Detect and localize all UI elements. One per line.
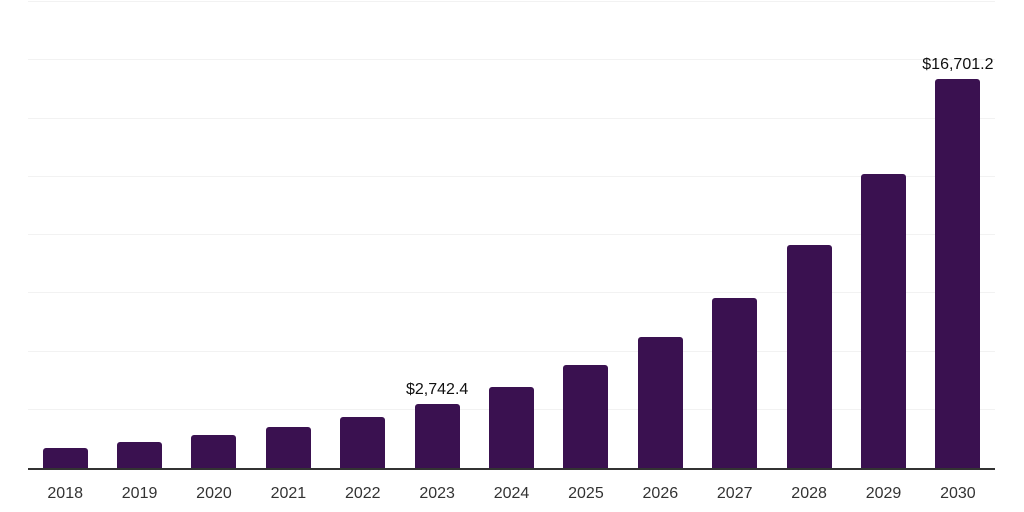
- bar-column-2025: [549, 2, 623, 468]
- x-tick-label-2028: 2028: [791, 485, 827, 502]
- bar-column-2020: [177, 2, 251, 468]
- bar-2022: [340, 417, 386, 468]
- plot-area: $2,742.4 $16,701.2: [28, 1, 995, 470]
- bar-2025: [563, 365, 609, 468]
- bar-column-2030: $16,701.2: [921, 2, 995, 468]
- bar-2029: [860, 173, 906, 468]
- bar-column-2024: [474, 2, 548, 468]
- bar-2020: [191, 435, 237, 468]
- x-tick-label-2023: 2023: [419, 485, 455, 502]
- x-tick-label-2024: 2024: [493, 485, 530, 502]
- gridline: [28, 175, 995, 177]
- x-axis-tick-labels: 2018 2019 2020 2021 2022 2023 2024 2025 2026 2027…: [28, 484, 995, 504]
- bar-column-2018: [28, 2, 102, 468]
- gridline: [28, 292, 995, 294]
- gridline: [28, 234, 995, 235]
- bar-column-2023: $2,742.4: [400, 2, 474, 468]
- x-tick-label-2019: 2019: [121, 485, 158, 502]
- x-tick-label-2022: 2022: [344, 485, 381, 502]
- x-tick-label-2026: 2026: [642, 485, 679, 502]
- x-tick-label-2025: 2025: [568, 485, 604, 502]
- bar-2019: [117, 441, 163, 468]
- bar-column-2022: [326, 2, 400, 468]
- x-tick-label-2018: 2018: [47, 485, 83, 502]
- bar-column-2029: [846, 2, 920, 468]
- bar-2021: [265, 427, 311, 468]
- gridline: [28, 350, 995, 352]
- value-label-2023: $2,742.4: [406, 381, 469, 399]
- bar-column-2019: [102, 2, 176, 468]
- bar-column-2028: [772, 2, 846, 468]
- bar-2030: [935, 78, 981, 468]
- value-label-2030: $16,701.2: [922, 55, 994, 73]
- bar-2026: [637, 336, 683, 468]
- x-tick-label-2021: 2021: [270, 485, 307, 502]
- x-tick-label-2030: 2030: [940, 485, 976, 502]
- x-tick-label-2027: 2027: [716, 485, 753, 502]
- bar-2023: [414, 404, 460, 468]
- bar-2024: [489, 387, 535, 468]
- gridline: [28, 59, 995, 61]
- bar-column-2026: [623, 2, 697, 468]
- gridline: [28, 117, 995, 119]
- gridline: [28, 1, 995, 2]
- x-tick-label-2029: 2029: [865, 485, 902, 502]
- bars-container: $2,742.4 $16,701.2: [28, 2, 995, 468]
- bar-column-2021: [251, 2, 325, 468]
- bar-2018: [42, 447, 88, 468]
- bar-column-2027: [698, 2, 772, 468]
- x-tick-label-2020: 2020: [196, 485, 232, 502]
- bar-2028: [786, 245, 832, 468]
- bar-2027: [712, 297, 758, 468]
